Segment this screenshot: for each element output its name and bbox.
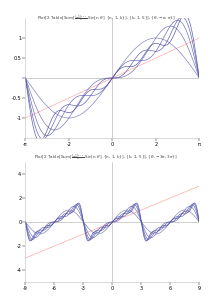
Text: Plot[$\Sigma$ Table[Sum[$\frac{(-1)^{n+1}}{n}$ Sin[n $\theta$], {n, 1, k}], {k, : Plot[$\Sigma$ Table[Sum[$\frac{(-1)^{n+1… bbox=[37, 14, 175, 24]
Text: Plot[$\Sigma$ Table[Sum[$\frac{(-1)^{n+1}}{n}$ Sin[n $\theta$], {n, 1, k}], {k, : Plot[$\Sigma$ Table[Sum[$\frac{(-1)^{n+1… bbox=[34, 153, 178, 163]
